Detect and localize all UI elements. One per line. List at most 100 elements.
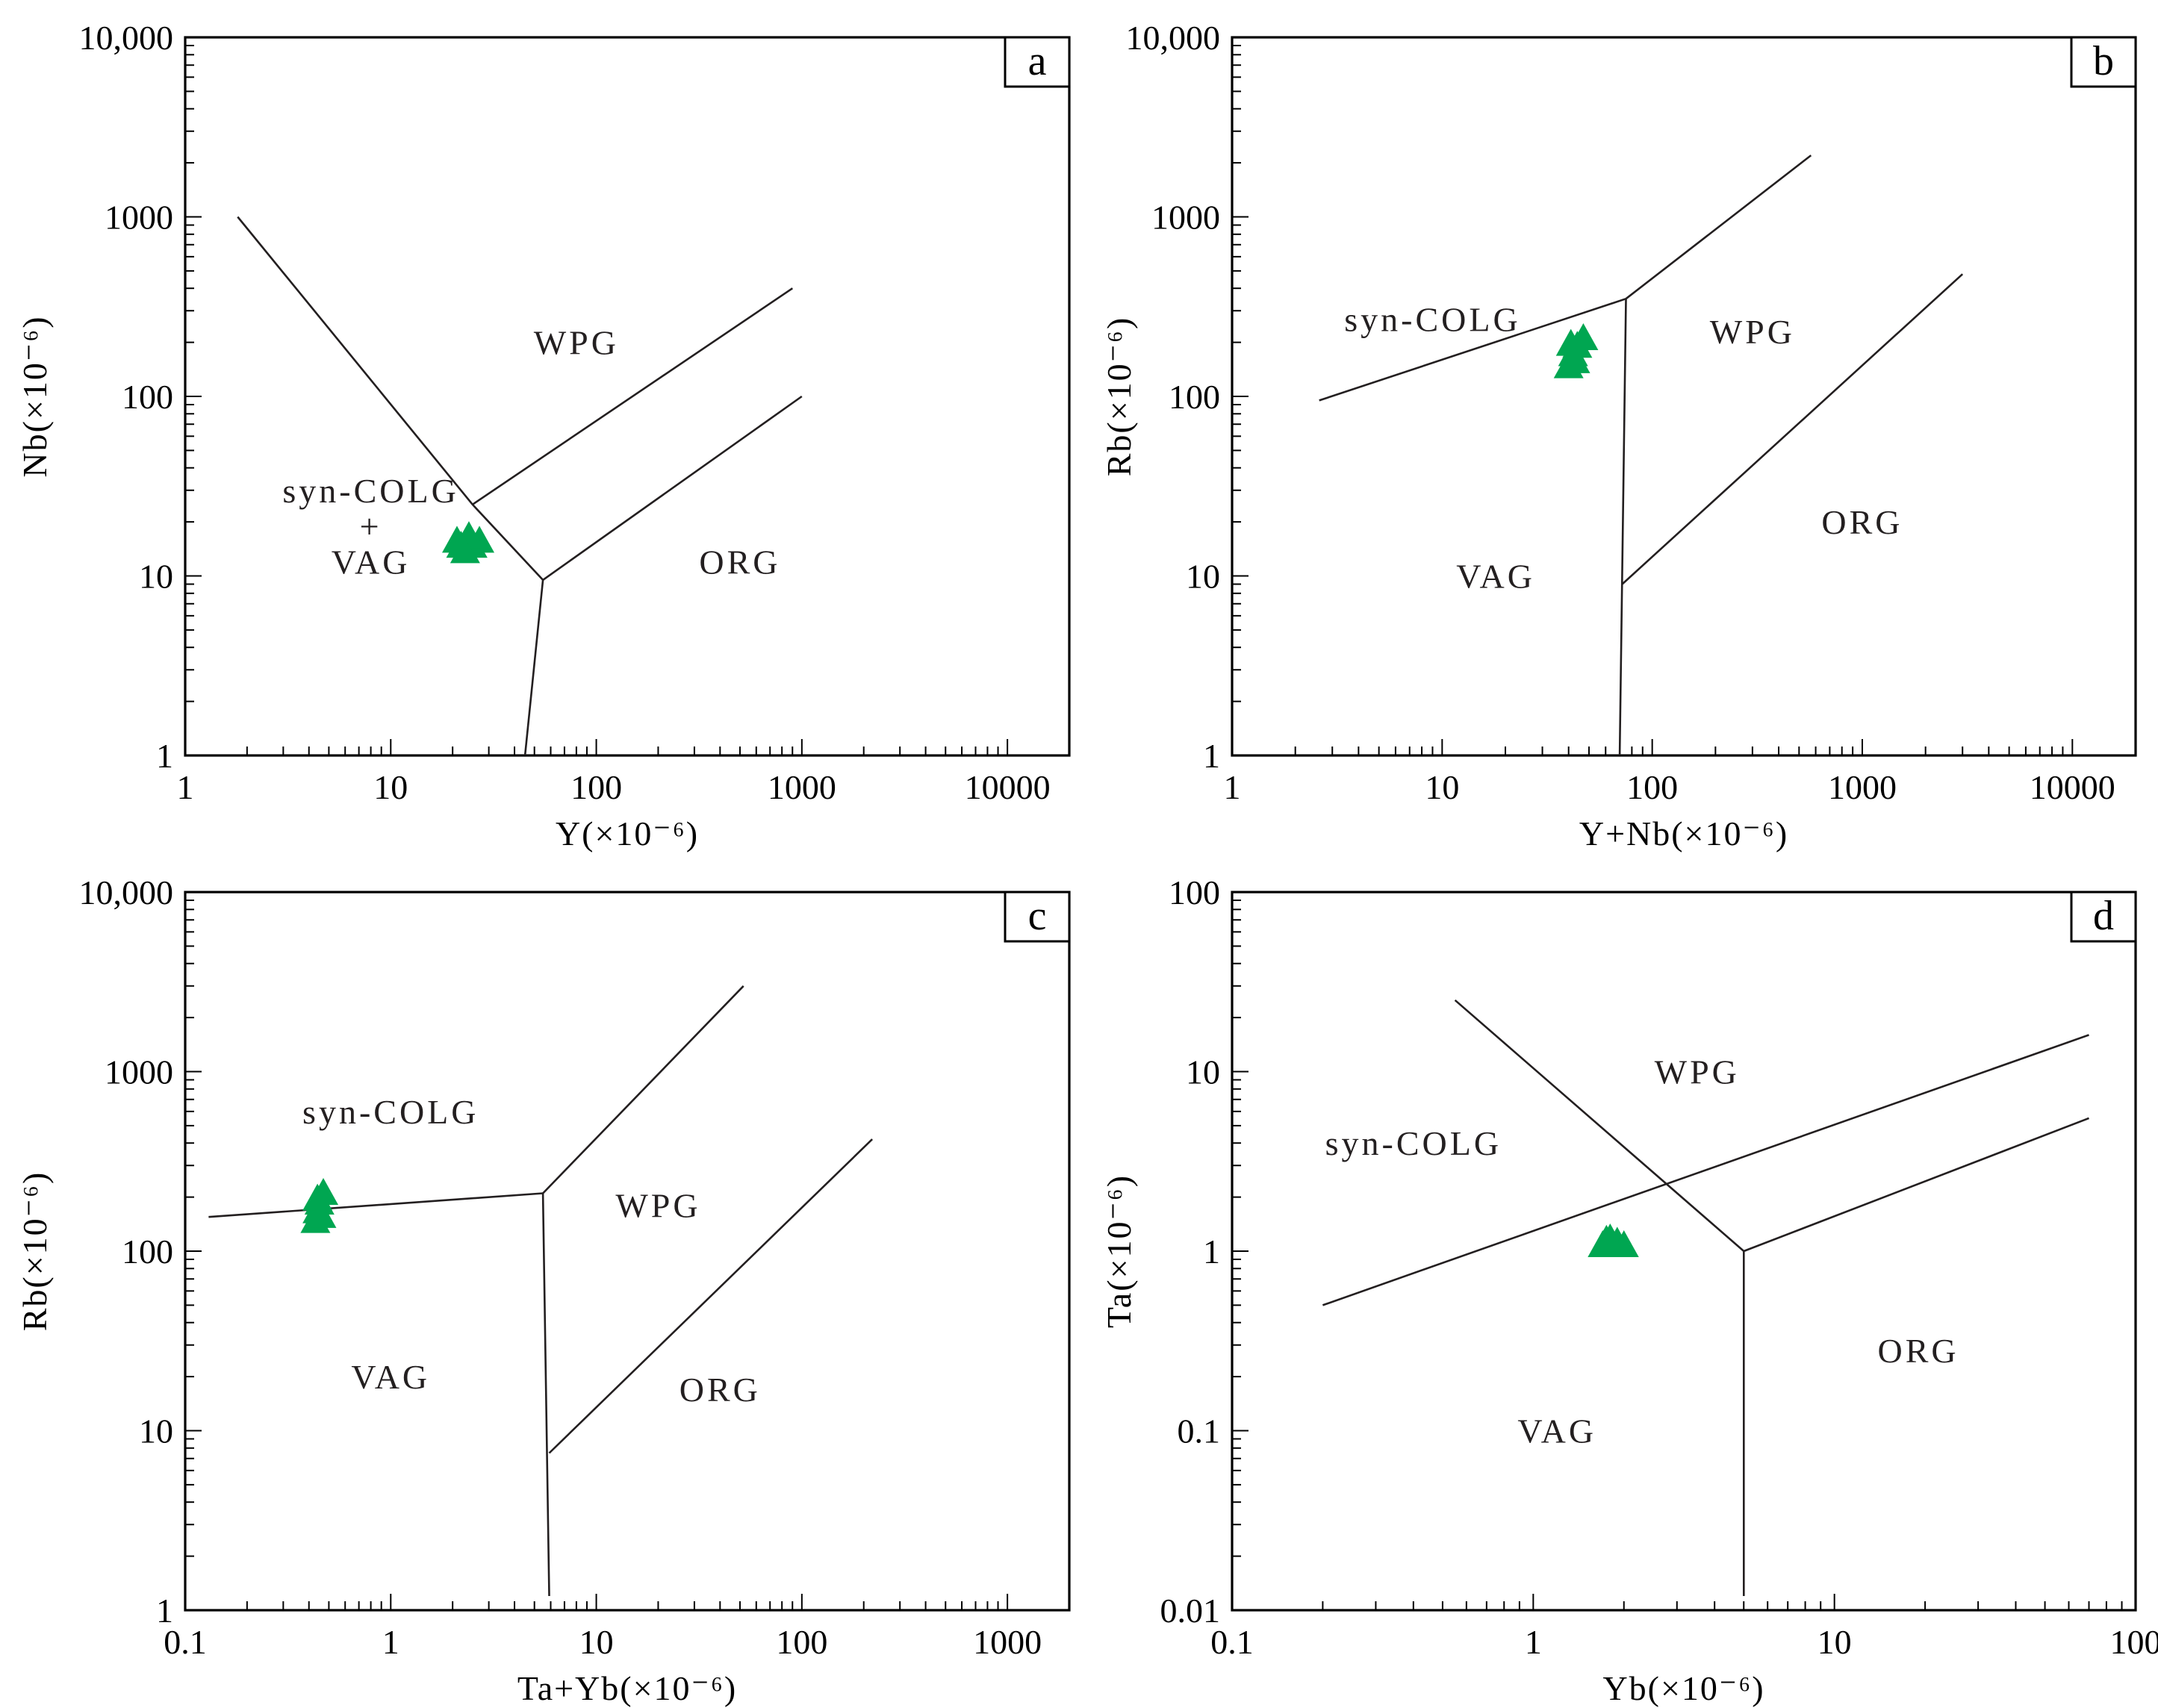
x-axis-title: Y(×10⁻⁶) xyxy=(556,814,699,853)
y-tick-label: 100 xyxy=(1169,378,1220,416)
region-label: WPG xyxy=(1655,1053,1740,1091)
region-label: ORG xyxy=(699,543,780,581)
panel-tag: b xyxy=(2093,38,2114,84)
y-tick-label: 10,000 xyxy=(79,19,174,57)
panel-tag: a xyxy=(1028,38,1047,84)
field-boundary xyxy=(548,1138,874,1454)
panel-tag-box xyxy=(1004,891,1071,943)
x-tick-label: 100 xyxy=(776,1623,827,1661)
x-tick-label: 1000 xyxy=(973,1623,1042,1661)
sample-point xyxy=(302,1183,333,1211)
x-tick-label: 0.1 xyxy=(1210,1623,1254,1661)
y-tick-label: 1 xyxy=(1203,1232,1220,1271)
region-label: syn-COLG xyxy=(302,1093,479,1131)
y-tick-label: 1000 xyxy=(1151,199,1220,237)
field-boundary xyxy=(1625,155,1812,300)
x-tick-label: 1 xyxy=(382,1623,399,1661)
y-tick-label: 10 xyxy=(1186,558,1220,596)
y-tick-label: 10 xyxy=(139,558,173,596)
region-label: VAG xyxy=(1456,558,1535,596)
field-boundary xyxy=(1743,1117,2089,1253)
x-tick-label: 1 xyxy=(1224,768,1241,806)
field-boundary xyxy=(237,216,544,581)
field-boundary xyxy=(208,1192,544,1218)
field-boundary xyxy=(523,579,544,756)
x-tick-label: 1000 xyxy=(1828,768,1897,806)
sample-point xyxy=(1591,1224,1622,1252)
panel-tag-box xyxy=(2070,891,2137,943)
y-tick-label: 10,000 xyxy=(79,873,174,911)
panel-d: 0.1 1 10 1000.010.1110100Yb(×10⁻⁶)Ta(×10⁻⁶)… xyxy=(1100,873,2158,1707)
region-label: VAG xyxy=(351,1358,430,1396)
y-tick-label: 1 xyxy=(156,1592,173,1630)
panel-tag-box xyxy=(2070,36,2137,88)
y-axis-title: Nb(×10⁻⁶) xyxy=(16,315,54,477)
panel-c: 0.1 1 10 100 1000110100100010,000Ta+Yb(×10⁻⁶… xyxy=(16,873,1071,1707)
y-tick-label: 1 xyxy=(1203,737,1220,775)
y-tick-label: 1 xyxy=(156,737,173,775)
panel-tag: c xyxy=(1028,893,1047,939)
plot-frame xyxy=(184,891,1071,1612)
y-tick-label: 1000 xyxy=(105,1053,173,1091)
region-label: VAG xyxy=(332,543,411,581)
x-tick-label: 1000 xyxy=(768,768,836,806)
region-label: + xyxy=(360,507,382,545)
region-label: syn-COLG xyxy=(282,472,458,510)
field-boundary xyxy=(541,1193,550,1597)
region-label: ORG xyxy=(1878,1332,1959,1370)
region-label: WPG xyxy=(1710,313,1795,351)
y-tick-label: 10,000 xyxy=(1126,19,1221,57)
panel-tag: d xyxy=(2093,893,2114,939)
field-boundary xyxy=(1621,273,1964,585)
region-label: ORG xyxy=(680,1371,761,1409)
panel-a: 1 10 100 1000 10000 1 10 100 1000 10,000 Y(×10⁻⁶) N… xyxy=(16,19,1071,853)
y-tick-label: 100 xyxy=(1169,873,1220,911)
region-label: WPG xyxy=(615,1187,700,1225)
region-label: ORG xyxy=(1821,503,1903,541)
y-axis-title: Ta(×10⁻⁶) xyxy=(1100,1174,1138,1328)
field-boundary xyxy=(1319,297,1626,402)
x-tick-label: 10 xyxy=(1425,768,1459,806)
x-tick-label: 1 xyxy=(1525,1623,1542,1661)
x-tick-label: 100 xyxy=(1626,768,1678,806)
x-axis-title: Ta+Yb(×10⁻⁶) xyxy=(517,1669,737,1707)
plot-frame xyxy=(184,36,1071,757)
y-axis-title: Rb(×10⁻⁶) xyxy=(1100,317,1138,477)
region-label: syn-COLG xyxy=(1325,1124,1502,1162)
x-tick-label: 1 xyxy=(177,768,194,806)
y-tick-label: 0.1 xyxy=(1178,1412,1221,1450)
field-boundary xyxy=(1322,1034,2089,1306)
x-tick-label: 0.1 xyxy=(164,1623,207,1661)
sample-point xyxy=(446,531,476,558)
x-tick-label: 100 xyxy=(570,768,622,806)
y-tick-label: 0.01 xyxy=(1160,1592,1221,1630)
panel-b: 1 10 100 1000 10000 1 10 100 1000 10,000 Y+Nb(×10⁻… xyxy=(1100,19,2137,853)
region-label: VAG xyxy=(1517,1412,1596,1450)
region-label: WPG xyxy=(534,324,619,362)
y-tick-label: 10 xyxy=(139,1412,173,1450)
y-tick-label: 10 xyxy=(1186,1053,1220,1091)
plot-frame xyxy=(1231,891,2137,1612)
field-boundary xyxy=(542,395,803,581)
field-boundary xyxy=(1454,999,1745,1252)
y-tick-label: 100 xyxy=(122,1232,173,1271)
x-tick-label: 10000 xyxy=(2030,768,2115,806)
x-tick-label: 10000 xyxy=(965,768,1051,806)
y-tick-label: 100 xyxy=(122,378,173,416)
x-axis-title: Y+Nb(×10⁻⁶) xyxy=(1579,814,1788,853)
x-tick-label: 10 xyxy=(373,768,408,806)
plot-frame xyxy=(1231,36,2137,757)
x-tick-label: 100 xyxy=(2110,1623,2158,1661)
x-tick-label: 10 xyxy=(1817,1623,1852,1661)
panel-tag-box xyxy=(1004,36,1071,88)
x-tick-label: 10 xyxy=(579,1623,614,1661)
sample-point xyxy=(1555,328,1586,356)
x-axis-title: Yb(×10⁻⁶) xyxy=(1602,1669,1764,1707)
sample-point xyxy=(1560,346,1590,373)
sample-point xyxy=(306,1200,337,1228)
y-axis-title: Rb(×10⁻⁶) xyxy=(16,1171,54,1332)
field-boundary xyxy=(472,287,794,505)
field-boundary xyxy=(1618,299,1627,756)
y-tick-label: 1000 xyxy=(105,199,173,237)
